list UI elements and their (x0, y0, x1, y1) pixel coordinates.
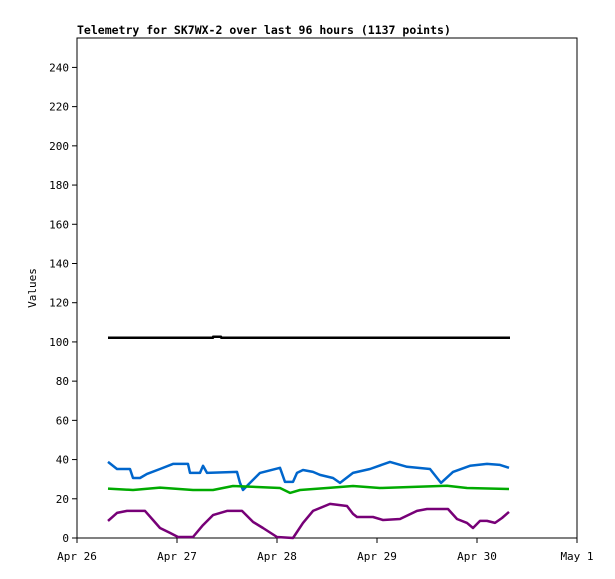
y-axis-label: Values (26, 268, 39, 308)
x-tick-label: Apr 27 (157, 550, 197, 563)
x-tick-label: Apr 26 (57, 550, 97, 563)
x-tick-label: May 1 (560, 550, 593, 563)
y-tick-label: 240 (49, 61, 69, 74)
series-line-2 (107, 484, 510, 495)
x-tick-label: Apr 29 (357, 550, 397, 563)
y-tick-label: 40 (56, 454, 69, 467)
y-tick-label: 180 (49, 179, 69, 192)
y-tick-label: 140 (49, 257, 69, 270)
y-tick-label: 0 (62, 532, 69, 545)
series-line-0 (108, 335, 510, 340)
y-tick-label: 20 (56, 493, 69, 506)
chart-title: Telemetry for SK7WX-2 over last 96 hours… (77, 23, 451, 37)
series-group (107, 335, 510, 540)
y-tick-label: 160 (49, 218, 69, 231)
plot-frame (76, 37, 578, 539)
series-line-1 (107, 460, 510, 492)
x-tick-label: Apr 28 (257, 550, 297, 563)
y-tick-label: 60 (56, 414, 69, 427)
series-line-3 (107, 502, 510, 540)
y-tick-label: 220 (49, 101, 69, 114)
y-tick-label: 100 (49, 336, 69, 349)
y-tick-label: 80 (56, 375, 69, 388)
x-axis: Apr 26 Apr 27 Apr 28 Apr 29 Apr 30 May 1 (57, 538, 594, 563)
y-axis: 0 20 40 60 80 100 120 140 160 180 200 220 240 (49, 61, 77, 545)
x-tick-label: Apr 30 (457, 550, 497, 563)
y-tick-label: 200 (49, 140, 69, 153)
y-tick-label: 120 (49, 297, 69, 310)
